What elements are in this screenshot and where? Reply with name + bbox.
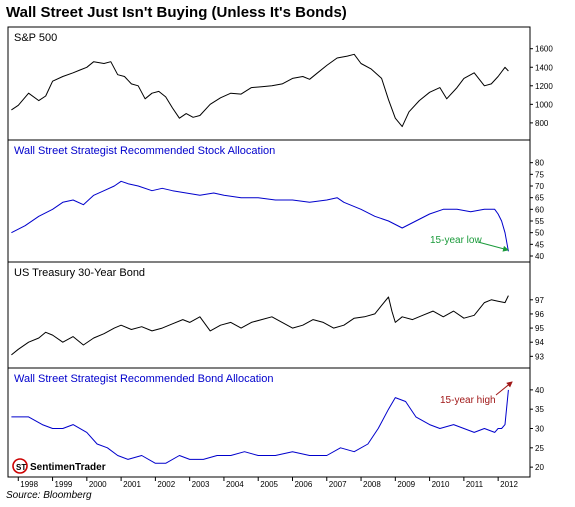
- y-tick-label: 60: [535, 205, 544, 214]
- x-tick-label: 2001: [123, 480, 141, 489]
- x-tick-label: 1998: [20, 480, 38, 489]
- x-tick-label: 2007: [329, 480, 347, 489]
- x-tick-label: 2002: [157, 480, 175, 489]
- y-tick-label: 94: [535, 338, 544, 347]
- y-tick-label: 40: [535, 252, 544, 261]
- x-tick-label: 2012: [500, 480, 518, 489]
- svg-text:ST: ST: [16, 463, 26, 472]
- y-tick-label: 97: [535, 296, 544, 305]
- y-tick-label: 75: [535, 170, 544, 179]
- x-tick-label: 2008: [363, 480, 381, 489]
- x-tick-label: 2011: [466, 480, 484, 489]
- x-tick-label: 2004: [226, 480, 244, 489]
- y-tick-label: 1000: [535, 100, 553, 109]
- panel-2: 40 45 50 55 60 65 70 75 80 Wall Street Strategist…: [7, 139, 544, 263]
- panel-3: 93 94 95 96 97 US Treasury 30-Year Bond: [7, 261, 544, 369]
- y-tick-label: 30: [535, 425, 544, 434]
- logo-text: SentimenTrader: [30, 462, 106, 473]
- x-tick-label: 2000: [89, 480, 107, 489]
- annotation-15-year-high: 15-year high: [440, 381, 513, 406]
- x-tick-label: 1999: [55, 480, 73, 489]
- y-tick-label: 45: [535, 240, 544, 249]
- panel-1: 800 1000 1200 1400 1600 S&P 500: [7, 26, 553, 141]
- series-line: [11, 180, 509, 252]
- y-tick-label: 35: [535, 405, 544, 414]
- series-line: [11, 295, 509, 356]
- panel-4: 20 25 30 35 40 Wall Street Strategist Recomme…: [7, 367, 544, 478]
- x-tick-label: 2005: [260, 480, 278, 489]
- y-tick-label: 20: [535, 463, 544, 472]
- panel-title: S&P 500: [14, 32, 57, 44]
- y-tick-label: 1600: [535, 45, 553, 54]
- y-tick-label: 1400: [535, 63, 553, 72]
- y-tick-label: 80: [535, 159, 544, 168]
- y-tick-label: 93: [535, 352, 544, 361]
- panel-title: Wall Street Strategist Recommended Stock…: [14, 145, 275, 157]
- x-tick-label: 2009: [397, 480, 415, 489]
- panel-title: US Treasury 30-Year Bond: [14, 267, 145, 279]
- annotation-low-label: 15-year low: [430, 235, 482, 246]
- chart-title: Wall Street Just Isn't Buying (Unless It…: [6, 4, 347, 21]
- y-tick-label: 65: [535, 194, 544, 203]
- y-tick-label: 55: [535, 217, 544, 226]
- y-tick-label: 25: [535, 444, 544, 453]
- panel-title: Wall Street Strategist Recommended Bond …: [14, 373, 273, 385]
- y-tick-label: 50: [535, 229, 544, 238]
- y-tick-label: 800: [535, 119, 549, 128]
- y-tick-label: 1200: [535, 82, 553, 91]
- x-tick-label: 2003: [192, 480, 210, 489]
- annotation-15-year-low: 15-year low: [430, 235, 509, 252]
- annotation-high-label: 15-year high: [440, 395, 496, 406]
- sentimentrader-logo: ST SentimenTrader: [12, 458, 106, 474]
- y-tick-label: 40: [535, 386, 544, 395]
- y-tick-label: 95: [535, 324, 544, 333]
- x-tick-label: 2006: [294, 480, 312, 489]
- x-axis: 1998 1999 2000 2001 2002 2003 2004 2005 2006 2007…: [17, 477, 518, 489]
- source-note: Source: Bloomberg: [6, 490, 92, 501]
- y-tick-label: 96: [535, 310, 544, 319]
- x-tick-label: 2010: [432, 480, 450, 489]
- series-line: [11, 53, 509, 128]
- y-tick-label: 70: [535, 182, 544, 191]
- series-line: [11, 389, 509, 464]
